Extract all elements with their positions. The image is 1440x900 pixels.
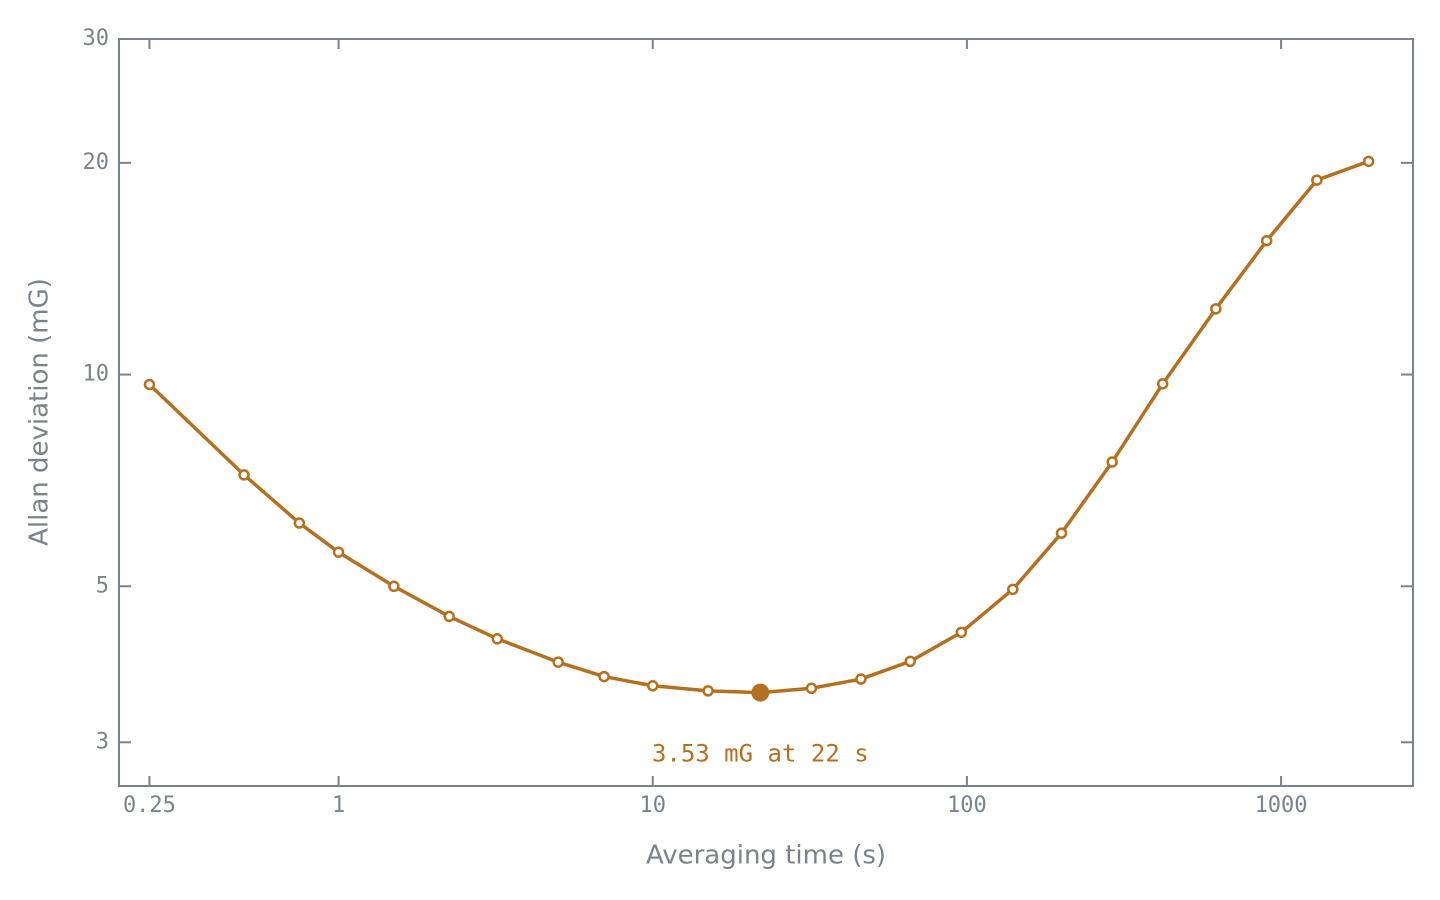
point (1210, 303, 1222, 315)
y-tick-label: 30 (83, 26, 110, 51)
point (1260, 234, 1273, 247)
y-tick-label: 20 (83, 150, 110, 175)
point (904, 655, 916, 668)
point (1007, 583, 1019, 596)
point (855, 673, 867, 685)
highlight-point (751, 683, 770, 702)
annotation: 3.53 mG at 22 s (652, 740, 869, 768)
x-tick-label: 1 (332, 793, 345, 818)
point (1055, 527, 1068, 539)
point (805, 682, 818, 695)
point (598, 670, 610, 683)
point (1106, 456, 1118, 468)
x-axis-title: Averaging time (s) (646, 841, 886, 871)
series-line (148, 159, 1370, 695)
point (143, 378, 156, 391)
y-tick-label: 3 (96, 729, 109, 754)
point (293, 517, 306, 529)
point (552, 656, 564, 668)
point (702, 685, 714, 697)
point (1156, 378, 1169, 390)
x-tick-label: 100 (947, 793, 987, 818)
x-tick-label: 1000 (1255, 793, 1308, 818)
y-tick-label: 5 (96, 573, 109, 598)
point (238, 469, 250, 481)
x-tick-label: 0.25 (123, 793, 176, 818)
point (955, 626, 968, 639)
point (388, 580, 400, 593)
plot-frame (118, 38, 1414, 787)
point (1362, 155, 1375, 168)
point (443, 610, 455, 623)
x-tick-label: 10 (639, 793, 666, 818)
point (646, 680, 659, 692)
point (491, 633, 504, 645)
point (1311, 174, 1323, 186)
point (332, 546, 345, 558)
y-axis-title: Allan deviation (mG) (25, 278, 55, 546)
y-tick-label: 10 (83, 362, 110, 387)
